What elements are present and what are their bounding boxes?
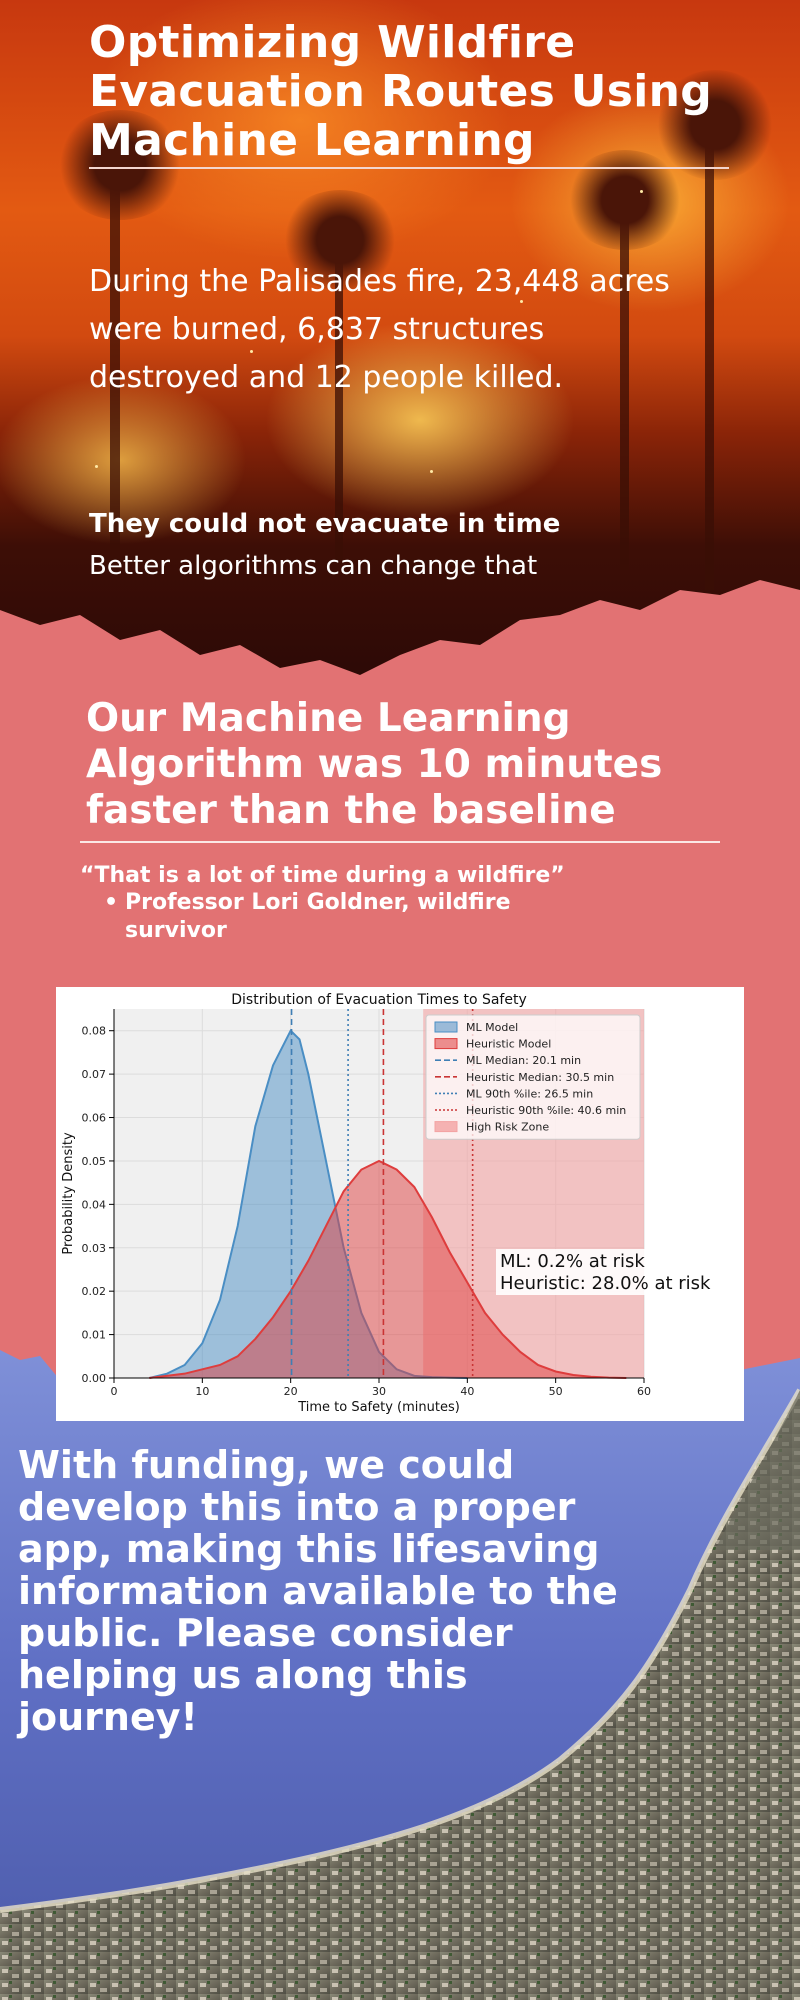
- claim-divider: [80, 841, 720, 843]
- legend-label: ML Model: [466, 1021, 518, 1034]
- x-tick-label: 50: [549, 1385, 563, 1398]
- x-tick-label: 30: [372, 1385, 386, 1398]
- palm-trunk: [620, 190, 629, 570]
- legend-swatch: [434, 1121, 458, 1133]
- punchline: They could not evacuate in time: [89, 509, 561, 539]
- palm-trunk: [110, 160, 120, 580]
- bullet-icon: •: [104, 890, 119, 915]
- legend-label: ML 90th %ile: 26.5 min: [466, 1087, 593, 1100]
- page-title: Optimizing Wildfire Evacuation Routes Us…: [89, 17, 713, 166]
- y-tick-label: 0.02: [82, 1285, 107, 1298]
- results-claim: Our Machine Learning Algorithm was 10 mi…: [86, 696, 663, 833]
- risk-annotation-line: ML: 0.2% at risk: [500, 1251, 645, 1272]
- y-tick-label: 0.07: [82, 1068, 107, 1081]
- y-tick-label: 0.05: [82, 1155, 107, 1168]
- tagline: Better algorithms can change that: [89, 551, 538, 581]
- legend-swatch: [434, 1038, 458, 1050]
- palm-trunk: [335, 240, 343, 560]
- series-line-heuristic-model: [149, 1159, 627, 1379]
- legend-label: Heuristic 90th %ile: 40.6 min: [466, 1104, 626, 1117]
- ember: [95, 465, 98, 468]
- evacuation-time-chart: 0 10 20 30 40 50 60 0.00 0.01 0.02 0.03 0.04 0.05 0.0…: [56, 987, 744, 1421]
- palm-trunk: [705, 130, 714, 590]
- legend-label: High Risk Zone: [466, 1121, 549, 1134]
- x-tick-label: 20: [284, 1385, 298, 1398]
- ember: [250, 350, 253, 353]
- x-tick-label: 0: [111, 1385, 118, 1398]
- x-tick-label: 40: [460, 1385, 474, 1398]
- title-divider: [89, 167, 729, 169]
- legend-box: [425, 1014, 641, 1140]
- legend-label: Heuristic Median: 30.5 min: [466, 1071, 614, 1084]
- coastline-aerial-background: [0, 1350, 800, 2000]
- annotation-box: [496, 1249, 742, 1295]
- y-axis-label: Probability Density: [61, 1132, 76, 1255]
- legend-label: Heuristic Model: [466, 1038, 551, 1051]
- y-tick-label: 0.00: [82, 1372, 107, 1385]
- y-tick-label: 0.03: [82, 1242, 107, 1255]
- funding-appeal: With funding, we could develop this into…: [18, 1443, 618, 1739]
- torn-paper-edge: [0, 580, 800, 700]
- series-area-ml-model: [149, 1030, 468, 1378]
- x-tick-label: 60: [637, 1385, 651, 1398]
- x-tick-label: 10: [195, 1385, 209, 1398]
- palm-crown: [280, 190, 400, 290]
- y-tick-label: 0.06: [82, 1112, 107, 1125]
- x-axis-label: Time to Safety (minutes): [297, 1400, 460, 1415]
- palm-crown: [655, 70, 775, 180]
- y-tick-label: 0.08: [82, 1025, 107, 1038]
- risk-annotation-line: Heuristic: 28.0% at risk: [500, 1273, 711, 1294]
- palm-crown: [565, 150, 685, 250]
- density-plot: 0 10 20 30 40 50 60 0.00 0.01 0.02 0.03 0.04 0.05 0.0…: [61, 992, 742, 1415]
- chart-title: Distribution of Evacuation Times to Safe…: [231, 992, 527, 1008]
- y-tick-label: 0.01: [82, 1329, 107, 1342]
- palm-crown: [55, 110, 185, 220]
- hero-fire-background: [0, 0, 800, 700]
- testimonial-attribution: • Professor Lori Goldner, wildfire survi…: [104, 889, 534, 945]
- legend-label: ML Median: 20.1 min: [466, 1054, 581, 1067]
- fire-statistics: During the Palisades fire, 23,448 acres …: [89, 264, 670, 395]
- attribution-text: Professor Lori Goldner, wildfire survivo…: [125, 890, 511, 943]
- ember: [430, 470, 433, 473]
- ember: [640, 190, 643, 193]
- testimonial-quote: “That is a lot of time during a wildfire…: [80, 863, 565, 888]
- y-tick-label: 0.04: [82, 1198, 107, 1211]
- ember: [520, 300, 523, 303]
- legend-swatch: [434, 1021, 458, 1033]
